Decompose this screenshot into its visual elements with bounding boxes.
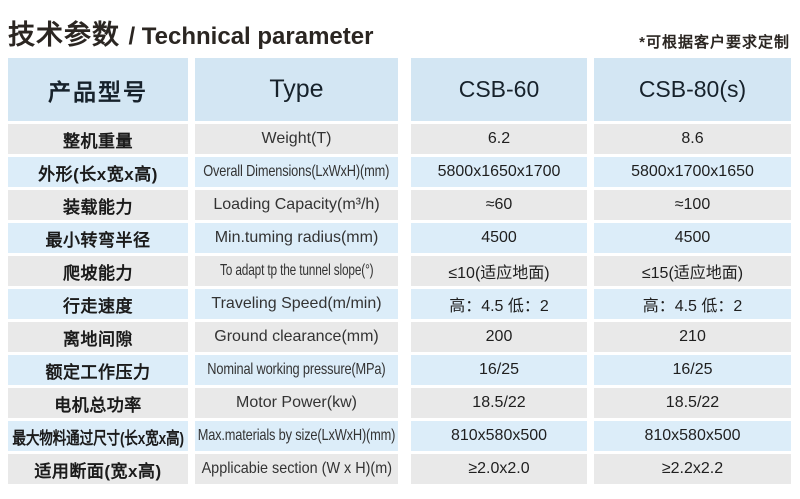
table-body: 整机重量 Weight(T) 6.2 8.6 外形(长x宽x高) Overall… xyxy=(8,124,791,484)
table-header-row: 产品型号 Type CSB-60 CSB-80(s) xyxy=(8,58,791,121)
page-title: 技术参数 / Technical parameter xyxy=(8,13,373,52)
param-name-zh: 电机总功率 xyxy=(8,388,188,418)
value-csb60: 4500 xyxy=(411,223,587,253)
value-csb60: 5800x1650x1700 xyxy=(411,157,587,187)
customization-note: *可根据客户要求定制 xyxy=(639,34,790,51)
param-name-zh: 爬坡能力 xyxy=(8,256,188,286)
table-row-overall-dimensions: 外形(长x宽x高) Overall Dimensions(LxWxH)(mm) … xyxy=(8,157,791,187)
value-csb80: 16/25 xyxy=(594,355,791,385)
table-row-loading-capacity: 装载能力 Loading Capacity(m³/h) ≈60 ≈100 xyxy=(8,190,791,220)
value-csb80: ≈100 xyxy=(594,190,791,220)
param-name-zh: 装载能力 xyxy=(8,190,188,220)
param-name-en: To adapt tp the tunnel slope(°) xyxy=(195,256,398,286)
value-csb80: 5800x1700x1650 xyxy=(594,157,791,187)
param-name-en: Nominal working pressure(MPa) xyxy=(195,355,398,385)
param-name-en: Traveling Speed(m/min) xyxy=(195,289,398,319)
col-header-csb60: CSB-60 xyxy=(411,58,587,121)
header-bar: 技术参数 / Technical parameter *可根据客户要求定制 xyxy=(0,0,800,58)
table-row-weight: 整机重量 Weight(T) 6.2 8.6 xyxy=(8,124,791,154)
param-name-en: Loading Capacity(m³/h) xyxy=(195,190,398,220)
table-row-ground-clearance: 离地间隙 Ground clearance(mm) 200 210 xyxy=(8,322,791,352)
param-name-zh: 额定工作压力 xyxy=(8,355,188,385)
value-csb60: 高：4.5 低：2 xyxy=(411,289,587,319)
value-csb60: 810x580x500 xyxy=(411,421,587,451)
table-row-tunnel-slope: 爬坡能力 To adapt tp the tunnel slope(°) ≤10… xyxy=(8,256,791,286)
value-csb80: ≥2.2x2.2 xyxy=(594,454,791,484)
value-csb60: 6.2 xyxy=(411,124,587,154)
value-csb60: 16/25 xyxy=(411,355,587,385)
param-name-zh: 最大物料通过尺寸(长x宽x高) xyxy=(8,421,188,451)
page-title-en: / Technical parameter xyxy=(128,23,374,50)
param-name-en: Ground clearance(mm) xyxy=(195,322,398,352)
param-name-zh: 最小转弯半径 xyxy=(8,223,188,253)
param-name-zh: 外形(长x宽x高) xyxy=(8,157,188,187)
table-row-working-pressure: 额定工作压力 Nominal working pressure(MPa) 16/… xyxy=(8,355,791,385)
param-name-zh: 行走速度 xyxy=(8,289,188,319)
col-header-csb80: CSB-80(s) xyxy=(594,58,791,121)
table-header: 产品型号 Type CSB-60 CSB-80(s) xyxy=(8,58,791,121)
value-csb60: 200 xyxy=(411,322,587,352)
value-csb60: ≥2.0x2.0 xyxy=(411,454,587,484)
value-csb80: 4500 xyxy=(594,223,791,253)
value-csb60: ≈60 xyxy=(411,190,587,220)
value-csb80: 8.6 xyxy=(594,124,791,154)
table-row-applicable-section: 适用断面(宽x高) Applicabie section (W x H)(m) … xyxy=(8,454,791,484)
table-row-max-material-size: 最大物料通过尺寸(长x宽x高) Max.materials by size(Lx… xyxy=(8,421,791,451)
table-row-traveling-speed: 行走速度 Traveling Speed(m/min) 高：4.5 低：2 高：… xyxy=(8,289,791,319)
col-header-product-model: 产品型号 xyxy=(8,58,188,121)
value-csb60: 18.5/22 xyxy=(411,388,587,418)
value-csb80: 高：4.5 低：2 xyxy=(594,289,791,319)
col-header-type: Type xyxy=(195,58,398,121)
param-name-en: Applicabie section (W x H)(m) xyxy=(195,454,398,484)
value-csb80: 810x580x500 xyxy=(594,421,791,451)
param-name-en: Overall Dimensions(LxWxH)(mm) xyxy=(195,157,398,187)
param-name-en: Weight(T) xyxy=(195,124,398,154)
param-name-zh: 整机重量 xyxy=(8,124,188,154)
value-csb80: ≤15(适应地面) xyxy=(594,256,791,286)
param-name-en: Min.tuming radius(mm) xyxy=(195,223,398,253)
table-row-motor-power: 电机总功率 Motor Power(kw) 18.5/22 18.5/22 xyxy=(8,388,791,418)
table-row-min-turning-radius: 最小转弯半径 Min.tuming radius(mm) 4500 4500 xyxy=(8,223,791,253)
value-csb60: ≤10(适应地面) xyxy=(411,256,587,286)
value-csb80: 18.5/22 xyxy=(594,388,791,418)
param-name-en: Max.materials by size(LxWxH)(mm) xyxy=(195,421,398,451)
spec-table: 产品型号 Type CSB-60 CSB-80(s) 整机重量 Weight(T… xyxy=(8,58,791,484)
page-title-zh: 技术参数 xyxy=(8,20,120,50)
param-name-en: Motor Power(kw) xyxy=(195,388,398,418)
param-name-zh: 适用断面(宽x高) xyxy=(8,454,188,484)
param-name-zh: 离地间隙 xyxy=(8,322,188,352)
value-csb80: 210 xyxy=(594,322,791,352)
